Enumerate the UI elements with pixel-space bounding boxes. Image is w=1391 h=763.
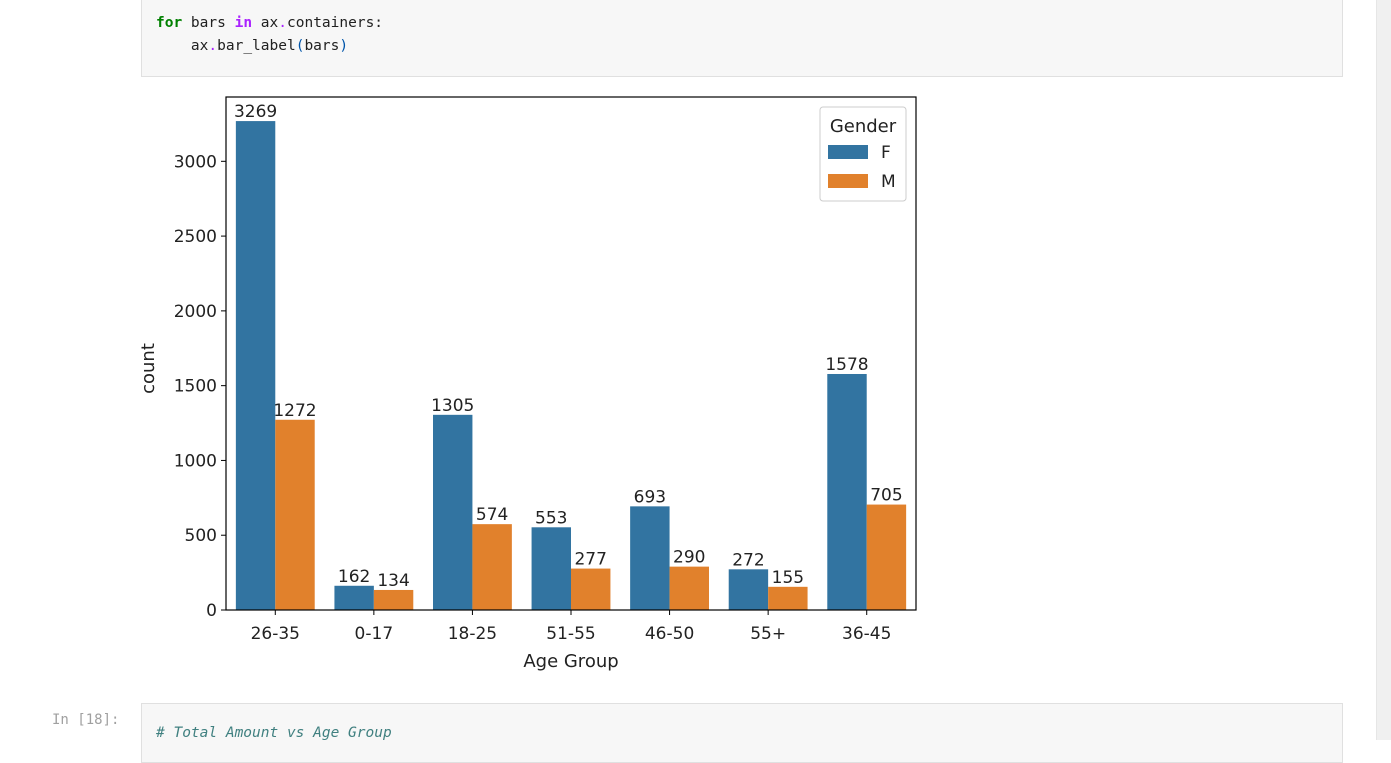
bar-f [433, 414, 473, 610]
y-tick-label: 1000 [174, 451, 217, 471]
bar-m [669, 566, 709, 610]
code-expr-containers: containers: [287, 15, 384, 31]
x-tick-label: 51-55 [546, 624, 595, 644]
y-tick-label: 2500 [174, 227, 217, 247]
keyword-in: in [234, 15, 253, 31]
bar-f [728, 569, 769, 610]
bar-f [827, 373, 867, 610]
bar-m [275, 419, 315, 610]
code-cell-top[interactable]: for bars in ax.containers: ax.bar_label(… [141, 0, 1343, 77]
bar-m [571, 568, 611, 610]
cell-prompt: In [18]: [52, 712, 120, 728]
code-paren-open: ( [295, 38, 305, 54]
code-comment: # Total Amount vs Age Group [156, 725, 392, 741]
code-paren-close: ) [339, 38, 349, 54]
x-tick-label: 26-35 [251, 624, 300, 644]
vertical-scrollbar[interactable] [1376, 0, 1391, 740]
code-dot-2: . [208, 38, 218, 54]
x-tick-label: 46-50 [645, 624, 694, 644]
x-tick-label: 55+ [750, 624, 786, 644]
x-axis-label: Age Group [523, 651, 618, 672]
bar-f [630, 506, 670, 610]
y-tick-label: 2000 [174, 302, 217, 322]
bar-m [866, 504, 907, 610]
code-line2-ax: ax [156, 38, 209, 54]
bar-value-label: 134 [377, 571, 409, 591]
bar-value-label: 3269 [234, 102, 277, 122]
y-tick-label: 3000 [174, 152, 217, 172]
plot-frame [225, 96, 917, 611]
legend-swatch-f [828, 145, 868, 159]
bar-value-label: 574 [476, 505, 508, 525]
code-var-bars: bars [182, 15, 235, 31]
code-text: for bars in ax.containers: ax.bar_label(… [156, 12, 383, 58]
x-tick-label: 36-45 [842, 624, 891, 644]
x-tick-label: 18-25 [448, 624, 497, 644]
bar-f [531, 527, 571, 610]
code-arg-bars: bars [304, 38, 340, 54]
code-dot: . [278, 15, 287, 31]
keyword-for: for [156, 15, 183, 31]
bar-m [768, 586, 808, 610]
bar-f [334, 585, 374, 610]
bar-chart: 0 500 1000 1500 2000 2500 3000 3269 1272 26-35 162… [138, 96, 917, 672]
y-tick-label: 1500 [174, 377, 217, 397]
x-tick-label: 0-17 [355, 624, 394, 644]
bar-value-label: 272 [732, 550, 764, 570]
bar-m [472, 524, 512, 610]
legend-label-f: F [881, 143, 891, 163]
bar-f [235, 121, 276, 610]
bar-value-label: 277 [574, 550, 606, 570]
code-expr-ax: ax [252, 15, 279, 31]
bar-value-label: 693 [634, 487, 666, 507]
code-call-bar-label: bar_label [217, 38, 296, 54]
bar-value-label: 1272 [273, 401, 316, 421]
y-axis-label: count [138, 343, 159, 394]
code-cell-bottom[interactable]: # Total Amount vs Age Group [141, 703, 1343, 763]
bar-value-label: 162 [338, 567, 370, 587]
bar-value-label: 705 [870, 486, 902, 506]
y-tick-label: 0 [206, 601, 217, 621]
legend-swatch-m [828, 174, 868, 188]
bar-m [373, 589, 414, 610]
bar-value-label: 155 [772, 568, 804, 588]
y-tick-label: 500 [185, 526, 217, 546]
bar-value-label: 1578 [825, 355, 868, 375]
legend-label-m: M [881, 172, 896, 192]
bar-value-label: 1305 [431, 396, 474, 416]
legend-title: Gender [830, 116, 897, 137]
bar-value-label: 290 [673, 548, 705, 568]
bar-value-label: 553 [535, 508, 567, 528]
